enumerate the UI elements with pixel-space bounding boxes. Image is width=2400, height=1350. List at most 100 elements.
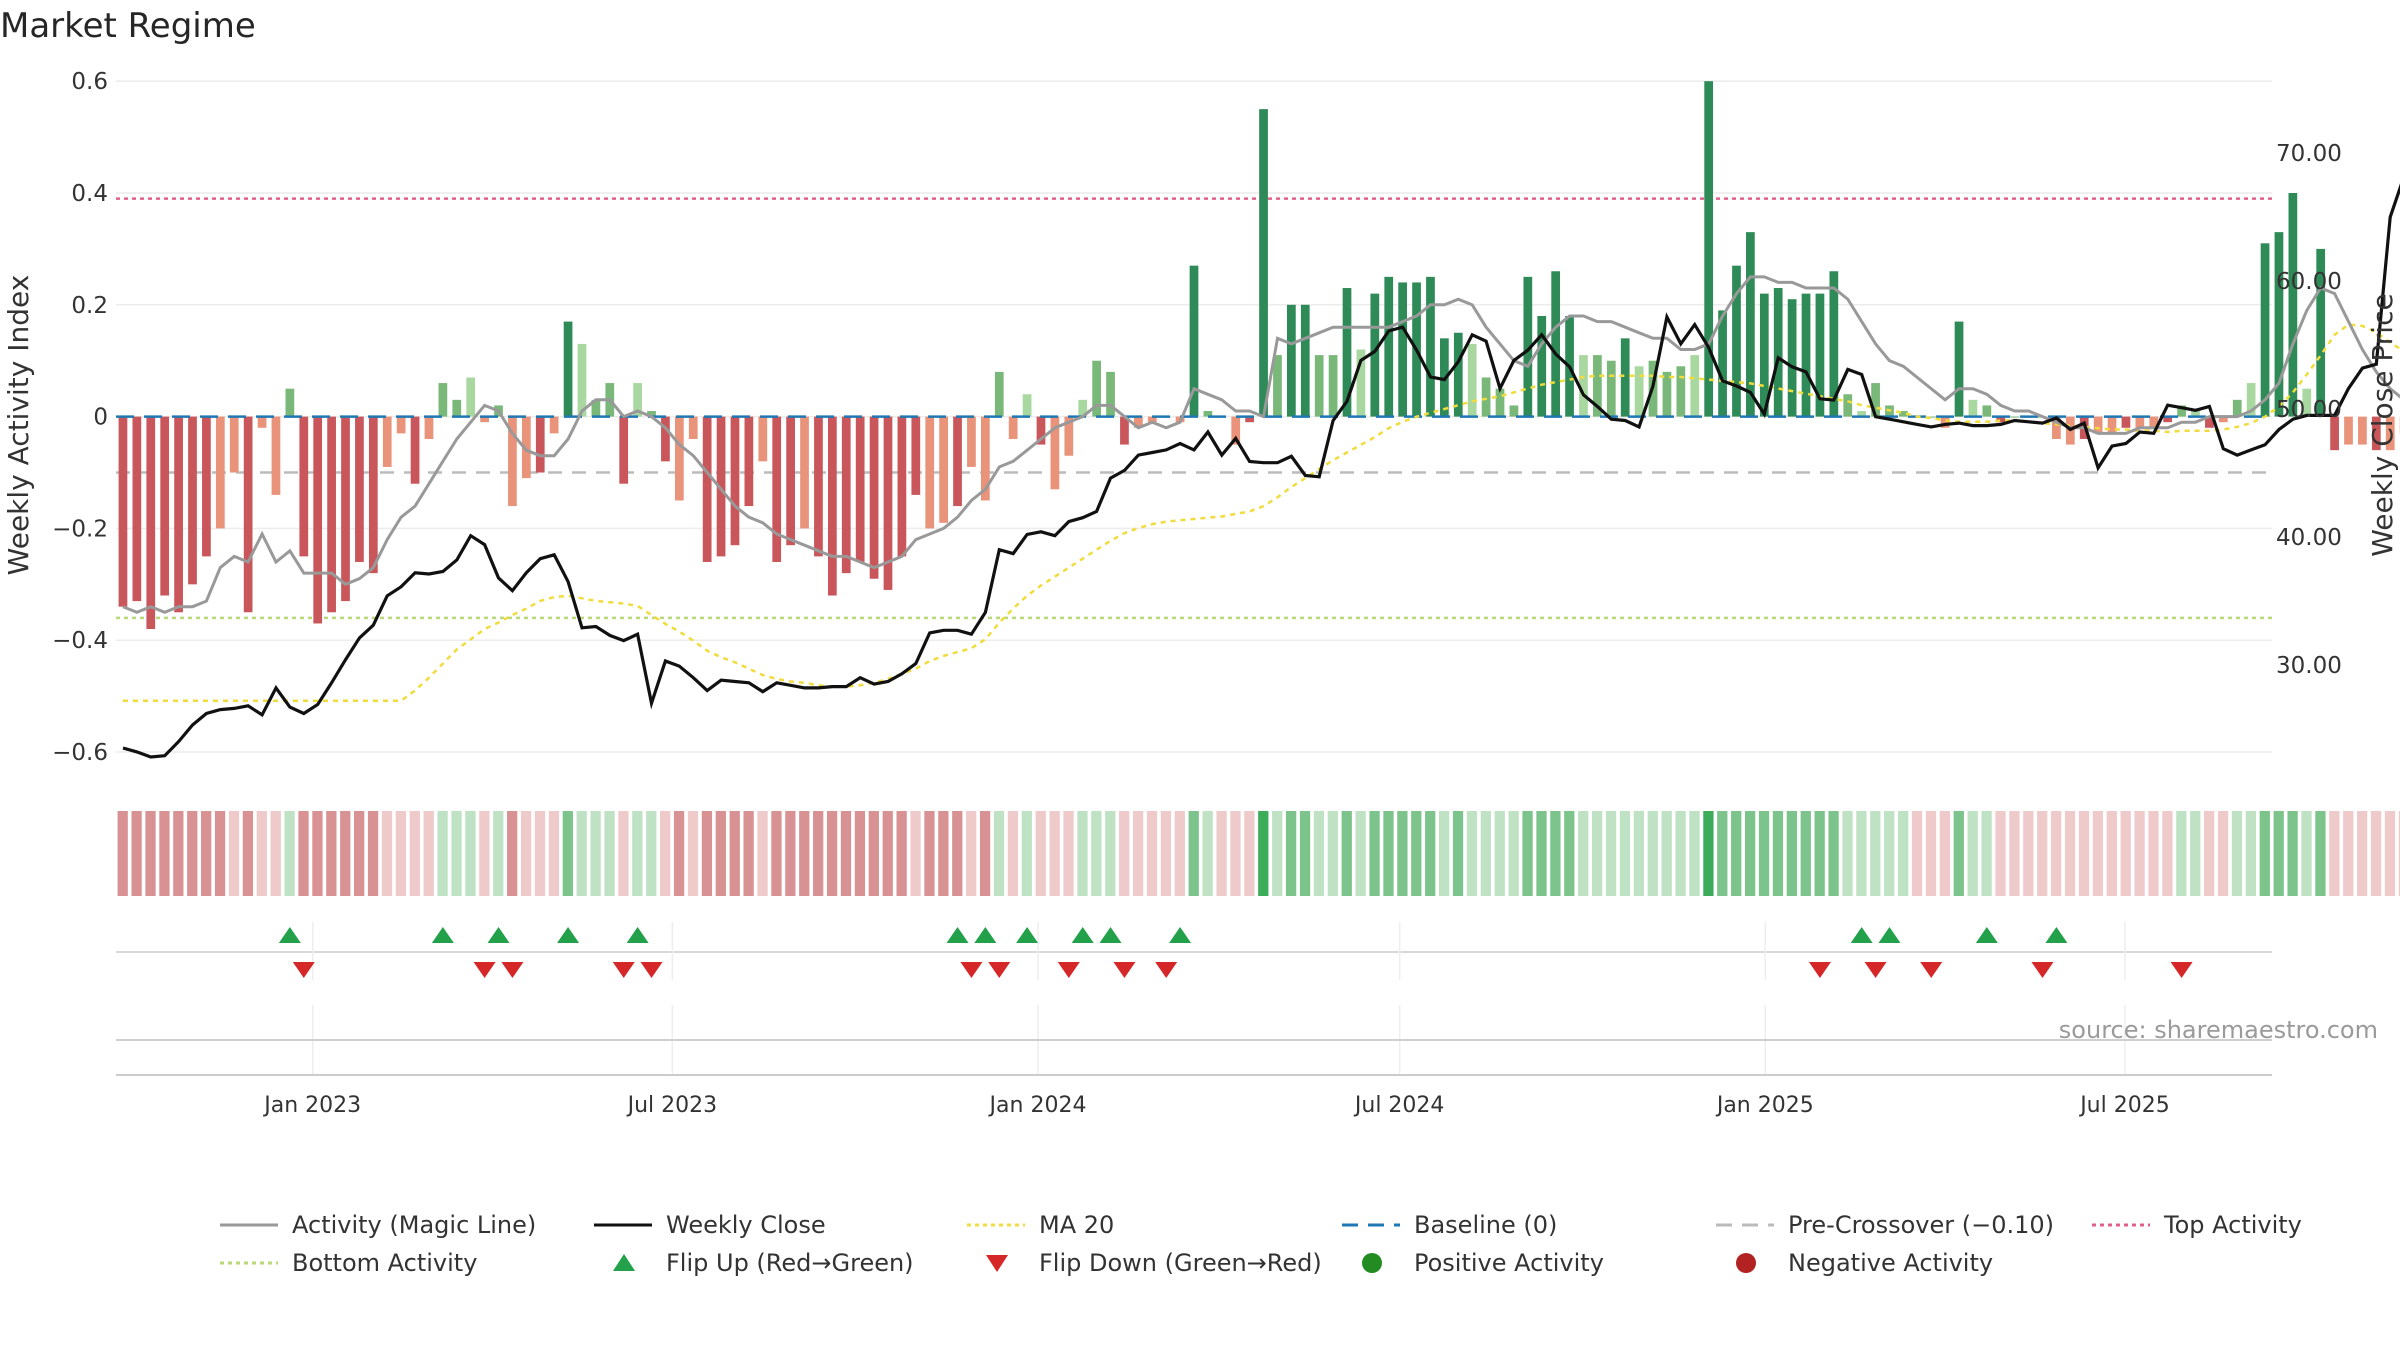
y2-tick-label: 30.00 (2276, 653, 2342, 679)
regime-cell (729, 811, 740, 896)
regime-cell (1981, 811, 1992, 896)
activity-bar (1036, 416, 1046, 445)
activity-bar (146, 416, 156, 630)
regime-cell (1647, 811, 1658, 896)
activity-bar (925, 416, 935, 529)
regime-cell (687, 811, 699, 896)
flip-up-marker (2045, 927, 2068, 943)
activity-bar (1676, 366, 1686, 417)
regime-cell (1285, 811, 1297, 896)
activity-bar (814, 416, 823, 557)
weekly-close-line (122, 183, 2400, 759)
regime-cell (952, 811, 963, 896)
activity-bar (1495, 388, 1505, 417)
activity-bar (327, 416, 336, 613)
activity-bar (396, 416, 406, 434)
chart-title: Market Regime (0, 6, 256, 46)
regime-cell (1953, 811, 1964, 896)
flip-down-marker (2031, 962, 2054, 978)
regime-cell (1898, 811, 1909, 896)
regime-cell (1216, 811, 1227, 896)
regime-cell (1035, 811, 1046, 896)
regime-cell (381, 811, 393, 896)
regime-cell (284, 811, 295, 896)
regime-cell (715, 811, 726, 896)
activity-bar (1843, 394, 1853, 417)
regime-cell (1369, 811, 1380, 896)
activity-bar (1245, 416, 1255, 423)
activity-bar (132, 416, 142, 602)
regime-cell (2078, 811, 2090, 896)
regime-cell (520, 811, 532, 896)
regime-cell (1119, 811, 1130, 896)
activity-bar (841, 416, 851, 574)
activity-bar (1954, 321, 1964, 417)
x-tick-label: Jan 2025 (1715, 1093, 1814, 1118)
regime-cell (646, 811, 657, 896)
flip-down-marker (473, 962, 496, 978)
activity-bar (1078, 399, 1088, 417)
regime-cell (1939, 811, 1950, 896)
regime-cell (785, 811, 796, 896)
regime-cell (2287, 811, 2298, 896)
activity-bar (1356, 349, 1366, 417)
regime-cell (938, 811, 949, 896)
regime-cell (479, 811, 490, 896)
flip-up-marker (626, 927, 649, 943)
activity-bar (1022, 394, 1032, 417)
activity-bar (1203, 411, 1213, 417)
activity-bar (1092, 360, 1101, 417)
regime-cell (2384, 811, 2396, 896)
activity-bar (2149, 416, 2159, 428)
y-tick-label: −0.2 (52, 516, 108, 542)
regime-cell (993, 811, 1005, 896)
flip-down-marker (292, 962, 315, 978)
regime-cell (1049, 811, 1060, 896)
regime-cell (1494, 811, 1505, 896)
activity-bar (1996, 416, 2006, 423)
regime-cell (326, 811, 337, 896)
regime-cell (826, 811, 838, 896)
regime-cell (924, 811, 935, 896)
regime-cell (1313, 811, 1325, 896)
activity-bar (1718, 310, 1727, 417)
regime-cell (1411, 811, 1422, 896)
activity-bar (1523, 276, 1533, 417)
axes: 0.6 0.4 0.2 0 −0.2 −0.4 −0.6 70.00 60.00 50.00 40.… (2, 69, 2399, 766)
legend-label: MA 20 (1039, 1211, 1114, 1239)
activity-bar (2135, 416, 2145, 428)
legend-label: Weekly Close (666, 1211, 826, 1239)
regime-cell (1132, 811, 1144, 896)
regime-cell (395, 811, 407, 896)
activity-bar (2232, 399, 2242, 417)
regime-cell (2092, 811, 2104, 896)
activity-bar (424, 416, 434, 439)
flip-down-marker (960, 962, 983, 978)
legend-label: Bottom Activity (292, 1249, 477, 1277)
flip-up-marker (1071, 927, 1094, 943)
activity-bars (116, 81, 2400, 630)
activity-bar (980, 416, 990, 501)
flip-down-marker (1864, 962, 1887, 978)
activity-bar (688, 416, 698, 439)
regime-cell (270, 811, 281, 896)
activity-bar (2177, 405, 2186, 417)
flip-down-marker (1808, 962, 1831, 978)
flip-up-marker (1975, 927, 1998, 943)
y2-tick-label: 70.00 (2276, 141, 2342, 167)
regime-cell (298, 811, 309, 896)
legend-swatch (613, 1254, 635, 1271)
activity-bar (1467, 343, 1477, 417)
regime-cell (2023, 811, 2034, 896)
activity-bar (994, 371, 1004, 417)
activity-bar (410, 416, 420, 484)
regime-cell (2301, 811, 2312, 896)
activity-bar (1899, 411, 1908, 417)
regime-cell (2190, 811, 2201, 896)
activity-bar (1231, 416, 1241, 445)
flip-up-marker (557, 927, 580, 943)
flip-up-marker (487, 927, 510, 943)
activity-bar (1328, 355, 1338, 417)
regime-cell (743, 811, 754, 896)
legend-label: Negative Activity (1788, 1249, 1993, 1277)
